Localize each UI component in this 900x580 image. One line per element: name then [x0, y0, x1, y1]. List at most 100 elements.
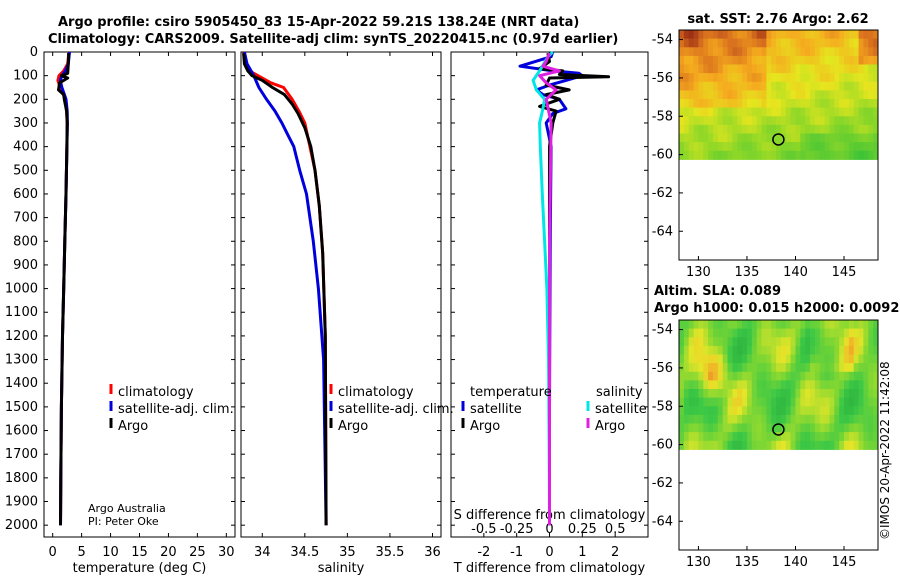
- salinity-series-climatology: [242, 51, 328, 526]
- sst-map-ytick-label: -56: [652, 71, 673, 86]
- temperature-xtick-label: 5: [77, 545, 85, 560]
- difference-series-S-Argo: [538, 52, 561, 526]
- sst-map-ytick-label: -54: [652, 33, 673, 48]
- salinity-xlabel: salinity: [318, 561, 365, 576]
- temperature-ytick-label: 800: [13, 234, 38, 249]
- figure-title-line2: Climatology: CARS2009. Satellite-adj cli…: [48, 32, 619, 47]
- salinity-legend-label: satellite-adj. clim.: [338, 402, 454, 417]
- sla-map-argo-marker: [772, 423, 785, 436]
- temperature-ytick-label: 1600: [5, 424, 38, 439]
- sla-map-axes: [678, 319, 879, 551]
- temperature-xtick-label: 0: [49, 545, 57, 560]
- difference-legend-label: satellite: [595, 402, 647, 417]
- sst-map-ytick-label: -62: [652, 186, 673, 201]
- sst-map-xtick-label: 130: [686, 265, 711, 280]
- sla-map-ytick-label: -54: [652, 323, 673, 338]
- temperature-xtick-label: 10: [102, 545, 119, 560]
- sla-map-ytick-label: -56: [652, 361, 673, 376]
- temperature-ytick-label: 1900: [5, 495, 38, 510]
- sla-map-ytick-label: -62: [652, 476, 673, 491]
- difference-xtick-label: -1: [510, 545, 523, 560]
- temperature-legend-label: climatology: [118, 385, 194, 400]
- temperature-ytick-label: 1100: [5, 305, 38, 320]
- temperature-ytick-label: 100: [13, 69, 38, 84]
- temperature-ytick-label: 1500: [5, 400, 38, 415]
- sla-map-xtick-label: 130: [686, 555, 711, 570]
- temperature-ytick-label: 300: [13, 116, 38, 131]
- temperature-axes: [43, 51, 236, 538]
- footer-timestamp: ©IMOS 20-Apr-2022 11:42:08: [878, 361, 892, 540]
- temperature-xtick-label: 25: [189, 545, 206, 560]
- sst-map-raster: [679, 30, 879, 160]
- temperature-legend-label: Argo: [118, 419, 148, 434]
- temperature-ytick-label: 1000: [5, 282, 38, 297]
- salinity-series-Argo: [242, 53, 328, 526]
- sla-map-raster: [679, 320, 879, 450]
- temperature-ytick-label: 1400: [5, 376, 38, 391]
- sst-map-xtick-label: 140: [783, 265, 808, 280]
- temperature-ytick-label: 900: [13, 258, 38, 273]
- sst-map-xtick-label: 135: [735, 265, 760, 280]
- difference-legend-label: Argo: [470, 419, 500, 434]
- temperature-ytick-label: 1800: [5, 471, 38, 486]
- sla-map-ytick-label: -60: [652, 438, 673, 453]
- difference-xtick-label: 0: [545, 545, 553, 560]
- temperature-ytick-label: 1200: [5, 329, 38, 344]
- sla-map-ytick-label: -58: [652, 399, 673, 414]
- temperature-legend-label: satellite-adj. clim.: [118, 402, 234, 417]
- credit-line2: PI: Peter Oke: [88, 515, 159, 528]
- difference-series-S-satellite: [531, 50, 554, 526]
- salinity-legend-label: climatology: [338, 385, 414, 400]
- difference-s-xtick-label: 0.5: [605, 522, 626, 537]
- difference-legend-temp-title: temperature: [470, 385, 552, 400]
- sla-map-title-line2: Argo h1000: 0.015 h2000: 0.0092: [654, 301, 899, 316]
- temperature-series-Argo: [57, 53, 71, 526]
- salinity-series-satellite-adj--clim-: [242, 51, 328, 526]
- difference-s-xtick-label: -0.25: [500, 522, 534, 537]
- salinity-xtick-label: 34.5: [290, 545, 319, 560]
- salinity-xtick-label: 35: [339, 545, 356, 560]
- sla-map-xtick-label: 140: [783, 555, 808, 570]
- sst-map-argo-marker: [772, 133, 785, 146]
- salinity-legend-label: Argo: [338, 419, 368, 434]
- difference-xtick-label: 1: [578, 545, 586, 560]
- temperature-ytick-label: 500: [13, 163, 38, 178]
- difference-s-xtick-label: -0.5: [471, 522, 496, 537]
- salinity-axes: [240, 51, 442, 538]
- temperature-ytick-label: 600: [13, 187, 38, 202]
- temperature-ytick-label: 200: [13, 92, 38, 107]
- sst-map-ytick-label: -60: [652, 148, 673, 163]
- sst-map-axes: [678, 29, 879, 261]
- figure-title-line1: Argo profile: csiro 5905450_83 15-Apr-20…: [58, 15, 580, 30]
- difference-s-xtick-label: 0.25: [568, 522, 597, 537]
- temperature-ytick-label: 700: [13, 211, 38, 226]
- difference-s-xtick-label: 0: [545, 522, 553, 537]
- temperature-ytick-label: 1700: [5, 447, 38, 462]
- sst-map-xtick-label: 145: [832, 265, 857, 280]
- sla-map-title-line1: Altim. SLA: 0.089: [654, 284, 781, 299]
- sla-map-ytick-label: -64: [652, 514, 673, 529]
- salinity-xtick-label: 35.5: [375, 545, 404, 560]
- temperature-xlabel: temperature (deg C): [73, 561, 207, 576]
- temperature-ytick-label: 400: [13, 140, 38, 155]
- temperature-ytick-label: 2000: [5, 518, 38, 533]
- temperature-xtick-label: 20: [160, 545, 177, 560]
- difference-legend-label: satellite: [470, 402, 522, 417]
- sla-map-xtick-label: 135: [735, 555, 760, 570]
- sla-map-xtick-label: 145: [832, 555, 857, 570]
- temperature-xtick-label: 15: [131, 545, 148, 560]
- difference-legend-sal-title: salinity: [596, 385, 643, 400]
- temperature-ytick-label: 1300: [5, 353, 38, 368]
- credit-line1: Argo Australia: [88, 502, 166, 515]
- sst-map-title: sat. SST: 2.76 Argo: 2.62: [687, 12, 868, 27]
- sst-map-ytick-label: -64: [652, 224, 673, 239]
- salinity-xtick-label: 36: [424, 545, 441, 560]
- sst-map-ytick-label: -58: [652, 109, 673, 124]
- temperature-ytick-label: 0: [30, 45, 38, 60]
- difference-xtick-label: 2: [611, 545, 619, 560]
- difference-xtick-label: -2: [477, 545, 490, 560]
- salinity-xtick-label: 34: [254, 545, 271, 560]
- difference-legend-label: Argo: [595, 419, 625, 434]
- temperature-xtick-label: 30: [218, 545, 235, 560]
